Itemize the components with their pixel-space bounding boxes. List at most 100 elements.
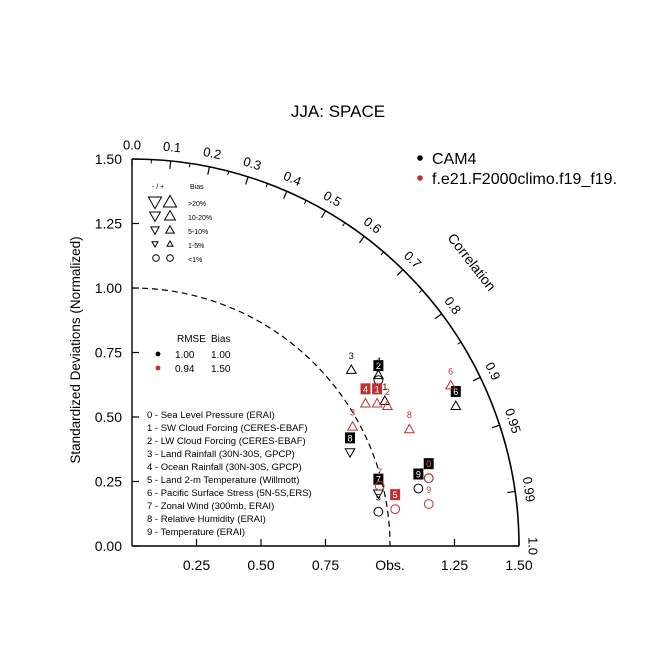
variable-item: 4 - Ocean Rainfall (30N-30S, GPCP): [147, 462, 302, 473]
correlation-minor-tick: [303, 200, 307, 205]
data-point-label: 7: [376, 475, 381, 485]
correlation-minor-tick: [495, 424, 500, 427]
correlation-tick-label: 0.8: [441, 294, 464, 317]
data-point-label: 4: [376, 356, 381, 366]
correlation-minor-tick: [457, 341, 462, 345]
legend-marker: [417, 155, 423, 161]
data-point-marker: [373, 375, 384, 386]
data-point-label: 5: [393, 490, 398, 500]
data-point-marker: [344, 448, 356, 459]
series-legend: CAM4 f.e21.F2000climo.f19_f19.: [417, 151, 617, 188]
correlation-tick: [169, 160, 172, 169]
bias-legend-header-sign: - / +: [152, 184, 164, 191]
legend-label: CAM4: [432, 151, 477, 168]
correlation-tick-label: 0.9: [482, 360, 503, 383]
data-point-marker: [423, 499, 434, 509]
data-point-label: 6: [448, 366, 453, 376]
bias-legend-marker-pos: [164, 224, 176, 234]
data-point-marker: [379, 394, 391, 405]
correlation-tick-label: 0.7: [401, 248, 424, 271]
correlation-tick: [472, 376, 481, 382]
bias-legend-marker-neg: [151, 241, 159, 249]
variable-list: 0 - Sea Level Pressure (ERAI) 1 - SW Clo…: [147, 410, 312, 538]
correlation-tick: [358, 236, 365, 244]
data-point-marker: [374, 481, 385, 491]
data-point-marker: [413, 483, 424, 494]
bias-header: Bias: [211, 334, 230, 345]
correlation-tick: [245, 176, 249, 185]
bias-legend-marker-pos: [163, 209, 177, 221]
variable-item: 0 - Sea Level Pressure (ERAI): [147, 410, 275, 421]
correlation-minor-tick: [227, 171, 230, 176]
variable-item: 3 - Land Rainfall (30N-30S, GPCP): [147, 449, 295, 460]
correlation-tick: [283, 191, 288, 199]
reference-arc: [131, 287, 391, 547]
variable-item: 6 - Pacific Surface Stress (5N-5S,ERS): [147, 488, 312, 499]
data-point-label: 3: [350, 408, 355, 418]
data-point-label: 6: [453, 387, 458, 397]
data-point-marker: [423, 473, 434, 484]
variable-item: 8 - Relative Humidity (ERAI): [147, 514, 266, 525]
data-point-label: 1: [382, 382, 387, 392]
correlation-minor-tick: [265, 183, 268, 188]
data-point-marker: [444, 379, 457, 390]
chart-title: JJA: SPACE: [291, 102, 385, 121]
data-point-label-box: [423, 458, 434, 470]
data-point-label-box: [345, 432, 356, 444]
correlation-tick: [507, 490, 516, 494]
outer-arc: [131, 158, 520, 547]
data-point-label-box: [373, 360, 384, 372]
data-point-marker: [371, 397, 383, 408]
data-point-label: 8: [407, 410, 412, 420]
correlation-tick-label: 1.0: [526, 537, 541, 555]
bias-legend-marker-neg: [148, 211, 162, 223]
data-point-marker: [346, 420, 359, 431]
data-point-label: 2: [385, 387, 390, 397]
bias-legend-header-bias: Bias: [190, 184, 204, 191]
correlation-tick-label: 0.0: [123, 138, 141, 153]
rmse-row-marker: [155, 365, 161, 371]
data-point-label: 0: [426, 459, 431, 469]
bias-value: 1.00: [211, 350, 231, 361]
data-point-label-box: [413, 468, 424, 480]
data-point-label: 9: [426, 485, 431, 495]
bias-legend-row: >20%: [188, 201, 206, 208]
legend-label: f.e21.F2000climo.f19_f19.: [432, 171, 617, 188]
correlation-tick-label: 0.5: [321, 188, 344, 210]
correlation-minor-tick: [188, 163, 191, 168]
y-tick-label: 0.25: [95, 474, 122, 490]
correlation-tick-label: 0.4: [281, 168, 304, 189]
data-point-label-box: [373, 473, 384, 485]
variable-item: 5 - Land 2-m Temperature (Willmott): [147, 475, 299, 486]
rmse-value: 0.94: [175, 364, 195, 375]
y-tick-label: 1.00: [95, 280, 122, 296]
bias-legend-row: 1-5%: [188, 243, 204, 250]
correlation-tick-label: 0.2: [202, 144, 223, 162]
correlation-minor-tick: [342, 222, 346, 227]
bias-legend-row: 10-20%: [188, 215, 212, 222]
correlation-tick-label: 0.1: [162, 139, 181, 156]
correlation-tick-label: 0.95: [502, 406, 524, 435]
bias-legend: - / + Bias >20% 10-20% 5-10% 1-5% <1%: [147, 184, 212, 264]
data-point-marker: [381, 400, 394, 411]
data-point-label-box: [372, 383, 383, 395]
y-tick-label: 1.25: [95, 216, 122, 232]
data-point-marker: [345, 364, 357, 374]
legend-marker: [417, 175, 423, 181]
data-point-label: 2: [376, 361, 381, 371]
obs-label: Obs.: [375, 557, 405, 573]
correlation-tick: [434, 313, 442, 320]
data-point-label: 9: [416, 470, 421, 480]
y-tick-label: 1.50: [95, 151, 122, 167]
x-tick-label: 0.75: [312, 557, 339, 573]
x-axis-ticks: 0.25 0.50 0.75 1.25 1.50: [183, 539, 533, 573]
data-point-marker: [373, 506, 384, 517]
correlation-minor-tick: [418, 289, 423, 294]
variable-item: 1 - SW Cloud Forcing (CERES-EBAF): [147, 423, 307, 434]
x-tick-label: 1.50: [505, 557, 532, 573]
y-axis-label: Standardized Deviations (Normalized): [68, 236, 83, 463]
data-point-label: 8: [348, 433, 353, 443]
bias-legend-marker-neg: [152, 254, 160, 262]
data-point-marker: [390, 504, 401, 515]
